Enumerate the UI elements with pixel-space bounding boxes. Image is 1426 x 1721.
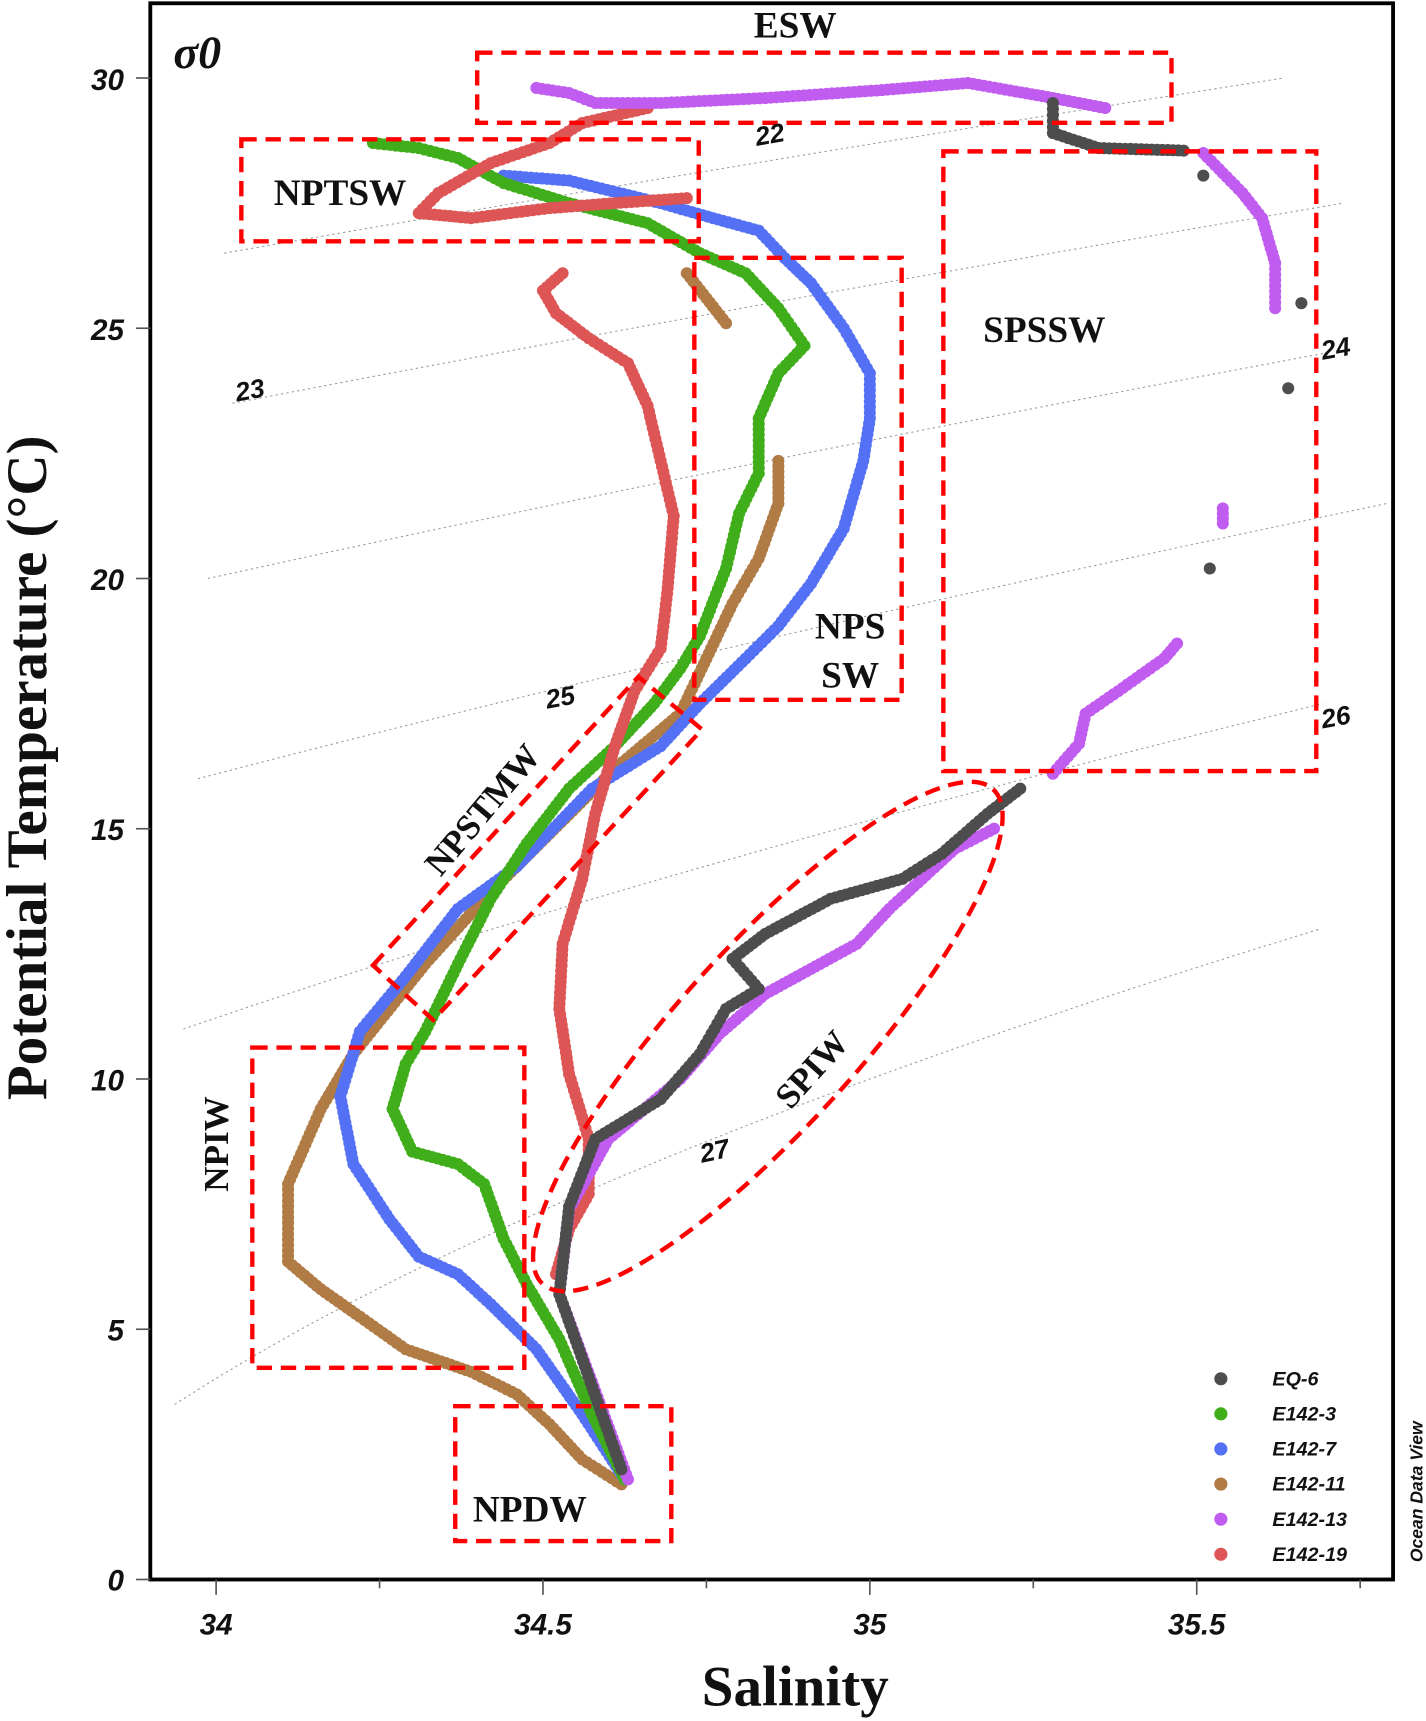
npdw-box [453,1404,674,1544]
npdw-label: NPDW [473,1489,587,1530]
data-point-EQ-6 [1282,382,1295,395]
data-point-EQ-6 [1014,782,1027,795]
legend-label-E142-3: E142-3 [1272,1403,1336,1425]
y-axis-title: Potential Temperature (°C) [0,435,59,1100]
series-E142-3 [366,136,811,1486]
isopycnal-22 [224,77,1284,254]
x-tick-34: 34 [200,1608,233,1641]
x-tick-34-5: 34.5 [514,1608,572,1641]
data-point-E142-19 [680,192,693,205]
isopycnal-23 [232,202,1344,404]
isopycnal-label-25: 25 [542,680,577,715]
isopycnal-label-27: 27 [696,1133,733,1169]
series-E142-11 [282,267,785,1491]
data-point-EQ-6 [1197,169,1210,182]
nptsw-label: NPTSW [274,173,407,214]
y-tick-25: 25 [90,314,124,347]
legend: EQ-6 E142-3 E142-7 E142-11 E142-13 E142-19 [1214,1368,1347,1566]
series-E142-7 [334,169,876,1486]
isopycnal-27 [174,928,1321,1405]
axes [136,77,1361,1595]
spssw-box [941,149,1319,774]
legend-label-E142-11: E142-11 [1272,1474,1345,1496]
y-tick-20: 20 [90,564,124,597]
y-tick-15: 15 [91,814,124,847]
legend-marker-E142-19 [1214,1547,1228,1561]
esw-label: ESW [754,5,837,46]
legend-marker-E142-3 [1214,1407,1228,1421]
isopycnal-26 [183,703,1323,1030]
legend-label-E142-7: E142-7 [1272,1439,1337,1461]
npiw-box [250,1045,527,1370]
y-tick-0: 0 [108,1564,125,1597]
spssw-label: SPSSW [983,310,1105,351]
data-point-EQ-6 [1295,297,1308,310]
spiw-label: SPIW [767,1023,856,1116]
plot-frame [148,1,1395,1582]
isopycnal-lines [174,77,1388,1405]
legend-label-EQ-6: EQ-6 [1272,1368,1319,1390]
data-points [282,77,1308,1491]
isopycnal-label-22: 22 [752,117,787,152]
data-point-EQ-6 [1203,562,1216,575]
npstmw-box [369,673,706,1024]
data-point-E142-11 [720,317,733,330]
spiw-ellipse [530,779,1005,1294]
y-tick-10: 10 [91,1064,124,1097]
series-EQ-6 [553,96,1308,1476]
esw-box [474,50,1174,126]
npssw-label-1: NPS [815,606,885,647]
ocean-data-view-watermark: Ocean Data View [1407,1420,1426,1562]
data-point-E142-13 [987,822,1001,835]
data-point-EQ-6 [1177,144,1190,157]
npiw-label: NPIW [197,1096,236,1192]
sigma0-label: σ0 [173,27,221,78]
legend-marker-E142-13 [1214,1512,1228,1526]
isopycnal-25 [197,502,1388,780]
legend-marker-E142-7 [1214,1442,1228,1456]
series-E142-13 [530,77,1282,1486]
isopycnal-label-24: 24 [1318,331,1353,366]
legend-marker-E142-11 [1214,1477,1228,1491]
legend-marker-EQ-6 [1214,1372,1228,1386]
legend-label-E142-19: E142-19 [1272,1544,1347,1566]
y-tick-30: 30 [91,64,124,97]
data-point-E142-13 [1216,502,1229,515]
data-point-E142-13 [1171,637,1184,650]
legend-label-E142-13: E142-13 [1272,1509,1347,1531]
x-tick-35-5: 35.5 [1168,1608,1226,1641]
data-point-E142-13 [530,81,543,95]
y-tick-5: 5 [108,1314,125,1347]
data-point-E142-13 [1197,146,1210,160]
npssw-box [692,255,904,703]
x-tick-35: 35 [853,1608,886,1641]
isopycnal-label-23: 23 [232,373,267,408]
nptsw-box [239,137,701,244]
npssw-label-2: SW [821,656,879,697]
isopycnal-label-26: 26 [1318,700,1353,735]
x-axis-title: Salinity [702,1656,889,1719]
isopycnal-24 [207,352,1325,580]
